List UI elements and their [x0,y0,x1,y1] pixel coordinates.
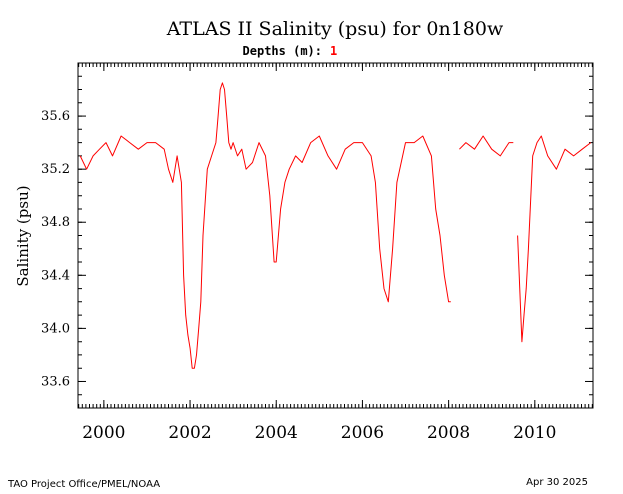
x-tick-label: 2008 [427,423,470,443]
y-tick-label: 35.6 [41,109,70,124]
footer-credit: TAO Project Office/PMEL/NOAA [7,479,160,490]
footer-date: Apr 30 2025 [526,477,588,488]
y-tick-label: 33.6 [41,374,70,389]
x-tick-label: 2004 [255,423,298,443]
series-line [517,135,592,343]
plot-frame [77,62,594,409]
series-line [79,82,451,369]
x-tick-label: 2010 [513,423,556,443]
y-axis-label: Salinity (psu) [14,185,32,286]
x-tick-label: 2000 [82,423,125,443]
y-tick-label: 35.2 [41,162,70,177]
chart-title: ATLAS II Salinity (psu) for 0n180w [166,18,504,40]
minor-ticks [78,63,593,408]
y-tick-label: 34.8 [41,215,70,230]
y-axis-ticks: 33.6 34.0 34.4 34.8 35.2 35.6 [41,109,593,389]
x-axis-ticks: 2000 2002 2004 2006 2008 2010 [82,63,556,443]
x-tick-label: 2006 [341,423,384,443]
series-group [79,82,592,369]
x-tick-label: 2002 [168,423,211,443]
depth-value: 1 [330,44,337,58]
depths-label: Depths (m): [243,44,322,58]
series-line [459,135,514,157]
y-tick-label: 34.4 [41,268,70,283]
y-tick-label: 34.0 [41,321,70,336]
